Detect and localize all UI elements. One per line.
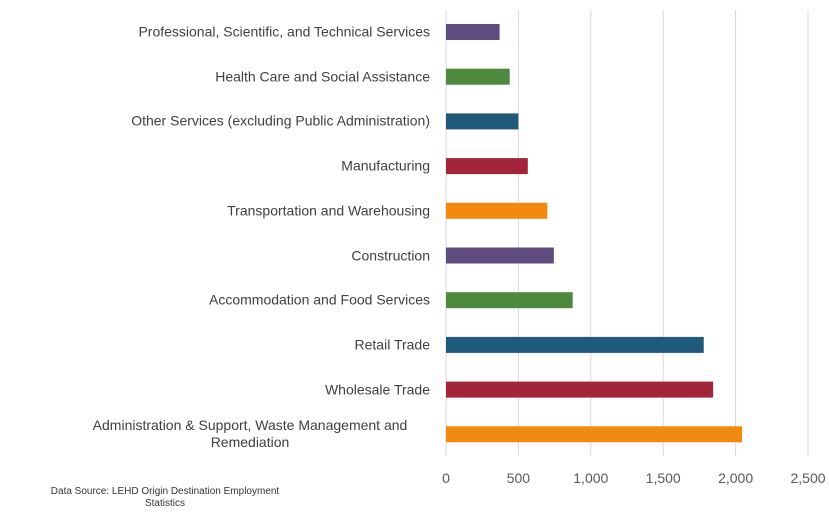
y-tick-label: Health Care and Social Assistance [215, 68, 430, 85]
bar [446, 292, 573, 309]
y-tick-label: Construction [351, 247, 430, 263]
bar [446, 68, 510, 85]
x-tick-label: 1,500 [645, 470, 681, 486]
y-tick-label-box: Manufacturing [341, 158, 430, 175]
bar [446, 381, 714, 398]
y-tick-label: Other Services (excluding Public Adminis… [131, 112, 430, 129]
y-tick-label-box: Accommodation and Food Services [209, 292, 430, 309]
y-tick-label-box: Other Services (excluding Public Adminis… [131, 113, 430, 130]
bar [446, 247, 554, 264]
bar [446, 113, 519, 130]
bar [446, 202, 548, 219]
y-tick-label-box: Health Care and Social Assistance [215, 68, 430, 85]
source-note: Data Source: LEHD Origin Destination Emp… [50, 486, 280, 509]
x-tick-label: 0 [442, 470, 450, 486]
y-tick-label: Transportation and Warehousing [227, 202, 430, 219]
y-tick-label: Retail Trade [354, 336, 430, 353]
bar [446, 158, 528, 175]
bar [446, 24, 500, 40]
y-tick-label: Professional, Scientific, and Technical … [138, 23, 430, 40]
x-tick-label: 2,500 [790, 470, 826, 486]
y-tick-label-box: Transportation and Warehousing [227, 202, 430, 219]
y-tick-label-box: Wholesale Trade [325, 381, 430, 398]
x-tick-label: 1,000 [573, 470, 609, 486]
x-tick-label: 500 [506, 470, 531, 486]
y-tick-label-box: Administration & Support, Waste Manageme… [70, 417, 430, 451]
y-tick-label: Accommodation and Food Services [209, 291, 430, 308]
y-tick-label: Wholesale Trade [324, 381, 430, 398]
bar [446, 336, 704, 353]
y-tick-label-box: Retail Trade [355, 336, 430, 353]
y-tick-label-box: Construction [351, 247, 430, 264]
y-tick-label: Administration & Support, Waste Manageme… [92, 417, 408, 451]
y-tick-label-box: Professional, Scientific, and Technical … [138, 24, 430, 41]
x-tick-label: 2,000 [718, 470, 754, 486]
bar [446, 426, 743, 443]
y-tick-label: Manufacturing [341, 157, 430, 174]
